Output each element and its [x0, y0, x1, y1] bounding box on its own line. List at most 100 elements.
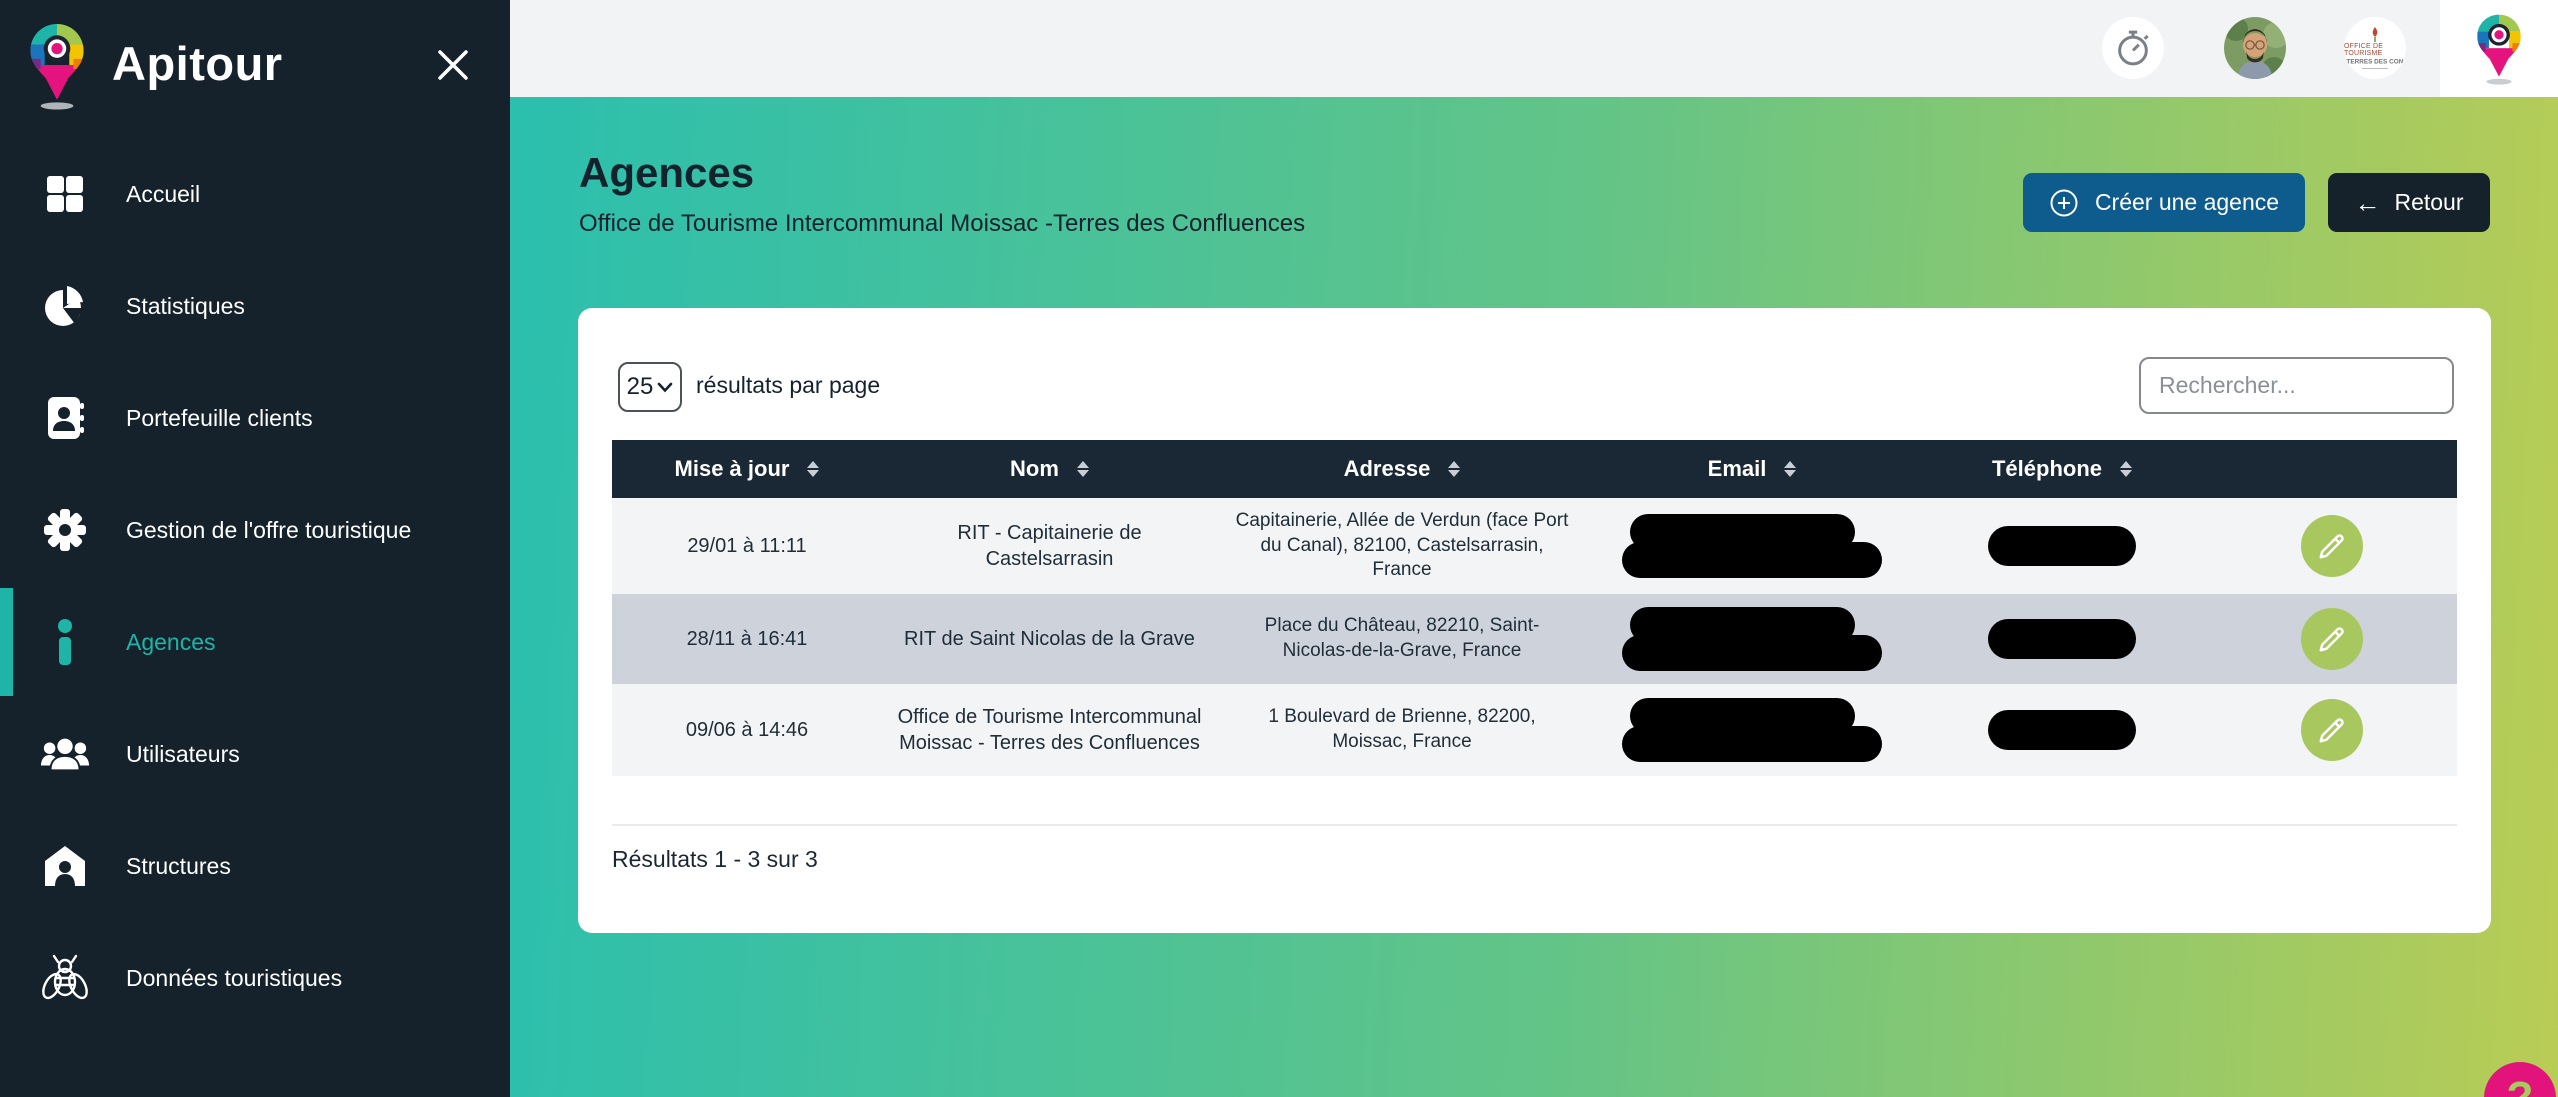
- sort-icon: [1784, 461, 1797, 477]
- agencies-table: Mise à jour Nom Adresse Email: [612, 440, 2457, 776]
- sidebar-item-statistiques[interactable]: Statistiques: [0, 250, 510, 362]
- redacted-phone: [1988, 526, 2136, 566]
- edit-row-button[interactable]: [2301, 699, 2363, 761]
- sort-icon: [1448, 461, 1461, 477]
- column-label: Mise à jour: [674, 456, 790, 481]
- users-icon: [40, 734, 90, 774]
- page-title: Agences: [579, 149, 755, 196]
- avatar-photo: [2224, 17, 2286, 79]
- column-header-telephone[interactable]: Téléphone: [1917, 440, 2207, 498]
- cell-name: RIT de Saint Nicolas de la Grave: [904, 628, 1195, 650]
- cell-phone: [1917, 498, 2207, 594]
- structure-badge-mark-icon: [2372, 27, 2378, 42]
- sidebar-item-label: Agences: [126, 628, 216, 655]
- sidebar-nav: Accueil Statistiques: [0, 138, 510, 1034]
- column-header-actions: [2207, 440, 2457, 498]
- cell-phone: [1917, 594, 2207, 684]
- timer-button[interactable]: [2102, 17, 2164, 79]
- column-header-adresse[interactable]: Adresse: [1217, 440, 1587, 498]
- sidebar-item-agences[interactable]: Agences: [0, 586, 510, 698]
- plus-circle-icon: [2050, 189, 2078, 216]
- create-agency-button[interactable]: Créer une agence: [2023, 173, 2305, 232]
- sidebar-item-label: Utilisateurs: [126, 740, 240, 767]
- column-label: Nom: [1010, 456, 1059, 481]
- back-button[interactable]: ← Retour: [2328, 173, 2490, 232]
- user-avatar[interactable]: [2224, 17, 2286, 79]
- apitour-pin-icon: [2473, 13, 2525, 85]
- cell-name: Office de Tourisme Intercommunal Moissac…: [897, 706, 1202, 754]
- column-label: Email: [1707, 456, 1767, 481]
- active-indicator: [0, 588, 13, 696]
- column-header-mise-a-jour[interactable]: Mise à jour: [612, 440, 882, 498]
- topbar: OFFICE DE TOURISME MOISSAC -TERRES DES C…: [510, 0, 2558, 97]
- structure-badge[interactable]: OFFICE DE TOURISME MOISSAC -TERRES DES C…: [2344, 17, 2406, 79]
- sidebar-header: Apitour: [0, 0, 510, 140]
- table-header-row: Mise à jour Nom Adresse Email: [612, 440, 2457, 498]
- cell-email: [1587, 594, 1917, 684]
- sort-icon: [807, 461, 820, 477]
- sidebar-item-portefeuille-clients[interactable]: Portefeuille clients: [0, 362, 510, 474]
- sidebar-item-gestion-offre[interactable]: Gestion de l'offre touristique: [0, 474, 510, 586]
- table-row: 29/01 à 11:11 RIT - Capitainerie de Cast…: [612, 498, 2457, 594]
- apitour-logo-icon: [26, 22, 88, 115]
- redacted-email: [1622, 514, 1882, 578]
- column-label: Adresse: [1343, 456, 1431, 481]
- sidebar-item-accueil[interactable]: Accueil: [0, 138, 510, 250]
- chevron-down-icon: [658, 382, 673, 392]
- per-page-select[interactable]: 25: [618, 362, 682, 412]
- pencil-icon: [2319, 718, 2344, 743]
- sidebar-item-label: Statistiques: [126, 292, 245, 319]
- timer-icon: [2118, 30, 2149, 66]
- cell-actions: [2207, 594, 2457, 684]
- home-icon: [40, 845, 90, 887]
- cell-address: Place du Château, 82210, Saint-Nicolas-d…: [1264, 615, 1540, 661]
- per-page-label: résultats par page: [696, 372, 881, 398]
- sort-icon: [2120, 461, 2132, 477]
- cell-address: 1 Boulevard de Brienne, 82200, Moissac, …: [1268, 706, 1536, 752]
- sidebar: Apitour Accueil: [0, 0, 510, 1097]
- column-header-nom[interactable]: Nom: [882, 440, 1217, 498]
- info-icon: [40, 619, 90, 665]
- table-row: 28/11 à 16:41 RIT de Saint Nicolas de la…: [612, 594, 2457, 684]
- sidebar-item-utilisateurs[interactable]: Utilisateurs: [0, 698, 510, 810]
- agencies-card: 25 résultats par page Mise à jour Nom: [578, 308, 2491, 933]
- cell-actions: [2207, 684, 2457, 776]
- cell-name: RIT - Capitainerie de Castelsarrasin: [957, 522, 1142, 570]
- arrow-left-icon: ←: [2354, 187, 2381, 218]
- pencil-icon: [2319, 627, 2344, 652]
- help-label: ?: [2507, 1073, 2534, 1097]
- cell-updated: 09/06 à 14:46: [685, 718, 809, 741]
- table-body: 29/01 à 11:11 RIT - Capitainerie de Cast…: [612, 498, 2457, 776]
- cell-updated: 28/11 à 16:41: [686, 627, 808, 650]
- search-input[interactable]: [2139, 357, 2454, 414]
- sidebar-item-label: Gestion de l'offre touristique: [126, 516, 412, 543]
- grid-icon: [40, 173, 90, 215]
- main-content: Agences Office de Tourisme Intercommunal…: [510, 97, 2558, 1097]
- pencil-icon: [2319, 534, 2344, 559]
- sidebar-item-label: Données touristiques: [126, 964, 343, 991]
- sidebar-item-structures[interactable]: Structures: [0, 810, 510, 922]
- cell-phone: [1917, 684, 2207, 776]
- edit-row-button[interactable]: [2301, 515, 2363, 577]
- sidebar-item-donnees-touristiques[interactable]: Données touristiques: [0, 922, 510, 1034]
- per-page-value: 25: [626, 373, 654, 400]
- gear-icon: [40, 508, 90, 552]
- redacted-email: [1622, 698, 1882, 762]
- structure-badge-text: OFFICE DE TOURISME: [2344, 43, 2384, 57]
- close-sidebar-icon[interactable]: [432, 44, 474, 86]
- column-label: Téléphone: [1991, 456, 2102, 481]
- sidebar-item-label: Portefeuille clients: [126, 404, 313, 431]
- edit-row-button[interactable]: [2301, 608, 2363, 670]
- cell-actions: [2207, 498, 2457, 594]
- redacted-phone: [1988, 710, 2136, 750]
- sidebar-item-label: Accueil: [126, 180, 201, 207]
- results-summary: Résultats 1 - 3 sur 3: [612, 846, 818, 872]
- column-header-email[interactable]: Email: [1587, 440, 1917, 498]
- create-agency-label: Créer une agence: [2094, 189, 2280, 215]
- apitour-pin-button[interactable]: [2440, 0, 2558, 97]
- cell-email: [1587, 684, 1917, 776]
- sidebar-item-label: Structures: [126, 852, 231, 879]
- app-title: Apitour: [112, 37, 283, 90]
- cell-email: [1587, 498, 1917, 594]
